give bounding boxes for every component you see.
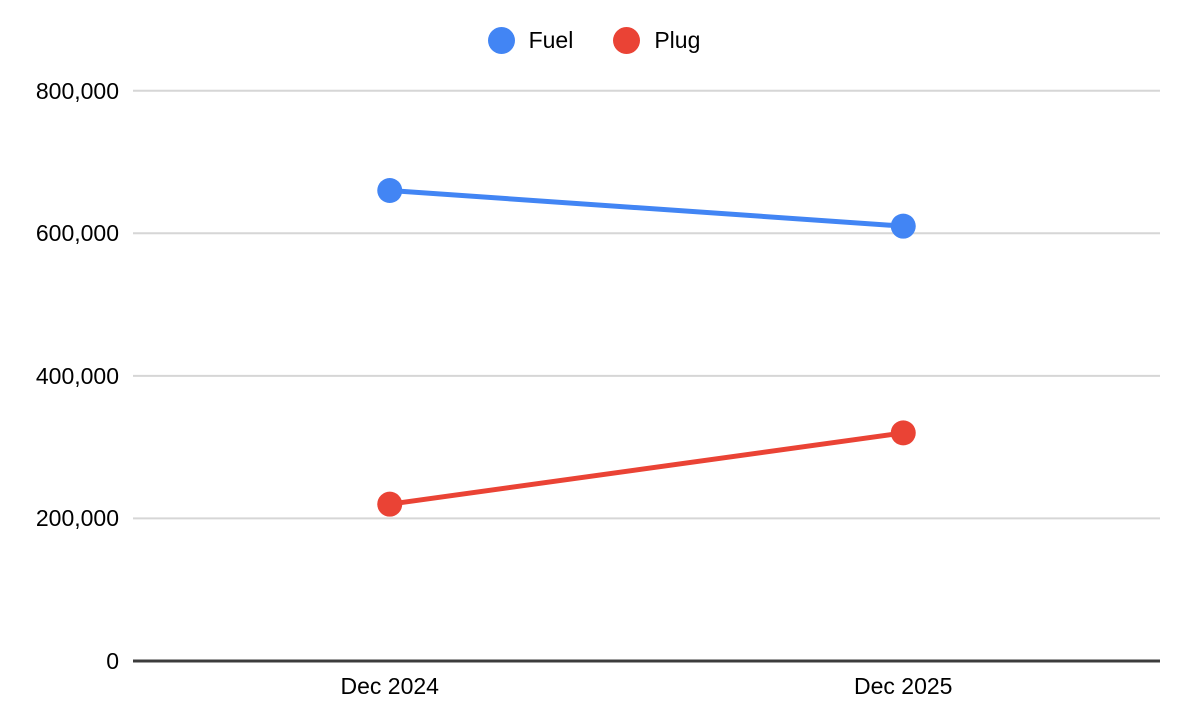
data-point-plug	[377, 491, 403, 517]
data-point-fuel	[890, 213, 916, 239]
data-point-fuel	[377, 178, 403, 204]
series-line-plug	[387, 430, 906, 507]
y-tick-label: 800,000	[35, 77, 119, 104]
y-tick-label: 400,000	[35, 362, 119, 389]
y-tick-label: 200,000	[35, 505, 119, 532]
data-point-plug	[890, 420, 916, 446]
y-tick-label: 600,000	[35, 220, 119, 247]
x-tick-label: Dec 2024	[340, 673, 439, 699]
x-tick-label: Dec 2025	[854, 673, 953, 699]
y-tick-label: 0	[106, 648, 119, 674]
series-line-fuel	[387, 188, 906, 229]
